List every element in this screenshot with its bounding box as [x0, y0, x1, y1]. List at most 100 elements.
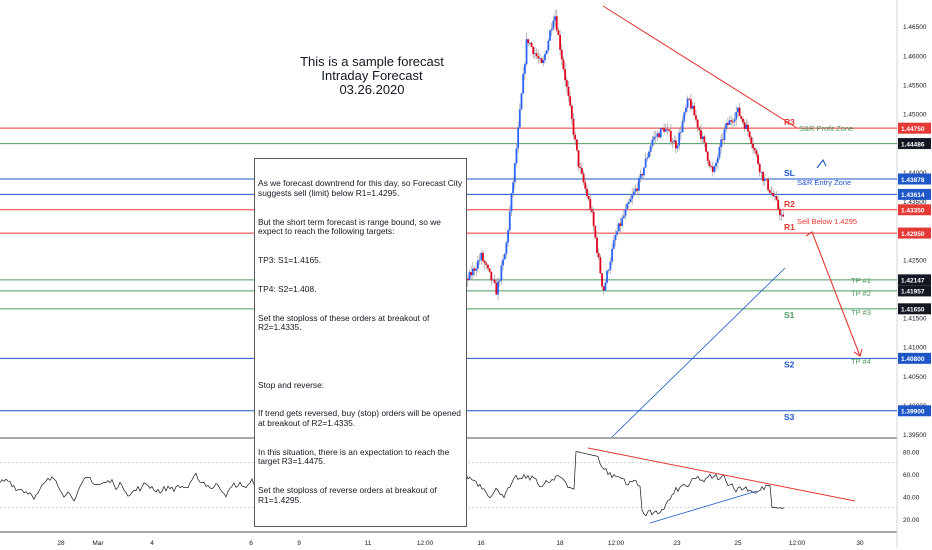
candle-body	[622, 215, 625, 218]
level-tag-bg-R2	[898, 204, 931, 216]
candle-body	[760, 171, 763, 173]
time-tick-0: 28	[57, 540, 65, 547]
tp1-label: TP #1	[851, 276, 871, 285]
candle-body	[478, 259, 481, 261]
candle-body	[762, 171, 764, 181]
candle-body	[577, 150, 580, 167]
candle-body	[666, 129, 669, 131]
candle-body	[691, 105, 694, 109]
price-tick-6: 1.43500	[903, 199, 927, 206]
level-tag-bg-R1	[898, 227, 931, 239]
candle-body	[574, 134, 577, 140]
candle-body	[643, 167, 645, 176]
candle-body	[678, 132, 681, 146]
candle-body	[473, 268, 476, 271]
note-line-5: Set the stoploss of these orders at brea…	[258, 312, 432, 333]
candle-body	[768, 189, 771, 193]
candle-body	[592, 211, 595, 227]
profit-zone-label: S&R Profit Zone	[799, 124, 853, 133]
candle-body	[584, 182, 587, 189]
candle-body	[507, 230, 509, 243]
candle-body	[517, 127, 520, 149]
candle-body	[763, 178, 766, 181]
candle-body	[737, 107, 739, 113]
level-tag-R2: 1.43350	[901, 208, 925, 215]
candle-body	[555, 16, 558, 31]
candle-body	[653, 136, 655, 140]
candle-body	[485, 263, 488, 265]
level-tag-bg-TP1	[898, 274, 931, 286]
candle-body	[488, 268, 491, 272]
time-tick-5: 11	[365, 540, 372, 547]
candle-body	[725, 123, 728, 130]
candle-body	[582, 173, 585, 183]
title-line-1: This is a sample forecast	[300, 54, 444, 69]
level-tag-bg-R3	[898, 122, 931, 134]
note-line-6	[258, 352, 463, 362]
candle-body	[500, 265, 503, 281]
candle-body	[752, 143, 754, 149]
candle-body	[498, 280, 501, 282]
candle-body	[470, 272, 473, 276]
candle-body	[777, 199, 780, 210]
price-tick-10: 1.41500	[903, 316, 927, 323]
candle-body	[624, 209, 627, 216]
sell-arrow-head	[853, 348, 863, 357]
candle-body	[658, 133, 660, 138]
candle-body	[726, 123, 729, 126]
candle-body	[508, 211, 511, 231]
candle-body	[627, 202, 630, 204]
candle-body	[681, 121, 684, 132]
time-tick-13: 30	[856, 540, 864, 547]
candle-body	[705, 142, 707, 152]
candle-body	[708, 160, 711, 167]
candle-body	[527, 39, 530, 44]
candle-body	[661, 128, 664, 130]
candle-body	[720, 139, 723, 148]
candle-body	[587, 196, 590, 200]
candle-body	[545, 50, 548, 55]
candle-body	[778, 209, 781, 216]
level-label-S2: S2	[784, 359, 795, 369]
candle-body	[633, 191, 635, 196]
time-tick-9: 12:00	[608, 540, 625, 547]
candle-body	[686, 98, 689, 108]
candle-body	[648, 151, 650, 158]
note-line-4: TP4: S2=1.408.	[258, 283, 317, 294]
candle-body	[560, 49, 563, 60]
note-line-1: As we forecast downtrend for this day, s…	[258, 178, 465, 198]
resistance-trendline	[602, 5, 798, 129]
candle-body	[612, 240, 615, 249]
candle-body	[544, 54, 546, 61]
level-label-R1: R1	[784, 222, 795, 232]
candle-body	[493, 279, 496, 283]
note-line-3: TP3: S1=1.4165.	[258, 254, 322, 265]
candle-body	[579, 166, 582, 169]
candle-body	[575, 139, 578, 151]
candle-body	[733, 119, 736, 122]
tp2-label: TP #2	[851, 289, 871, 298]
candle-body	[542, 60, 545, 64]
level-tag-bg-TP2	[898, 285, 931, 297]
candle-body	[748, 131, 751, 138]
candle-body	[626, 203, 629, 210]
candle-body	[743, 122, 746, 129]
level-tag-TP2: 1.41957	[901, 289, 925, 296]
level-tag-bg-SL	[898, 173, 931, 185]
note-line-10: Set the stoploss of reverse orders at br…	[258, 485, 440, 505]
candle-body	[597, 253, 600, 258]
level-label-R2: R2	[784, 199, 795, 209]
level-label-R3: R3	[784, 117, 795, 127]
title-line-3: 03.26.2020	[339, 82, 404, 97]
time-tick-4: 9	[297, 540, 301, 547]
time-tick-8: 18	[556, 540, 564, 547]
candle-body	[495, 282, 498, 295]
candle-body	[701, 136, 704, 139]
rsi-resistance-trendline	[587, 447, 856, 502]
price-tick-1: 1.46000	[903, 53, 927, 60]
candle-body	[663, 128, 665, 132]
candle-body	[775, 196, 778, 200]
candle-body	[679, 131, 682, 133]
sell-arrow	[805, 231, 861, 357]
note-line-7: Stop and reverse:	[258, 379, 325, 390]
